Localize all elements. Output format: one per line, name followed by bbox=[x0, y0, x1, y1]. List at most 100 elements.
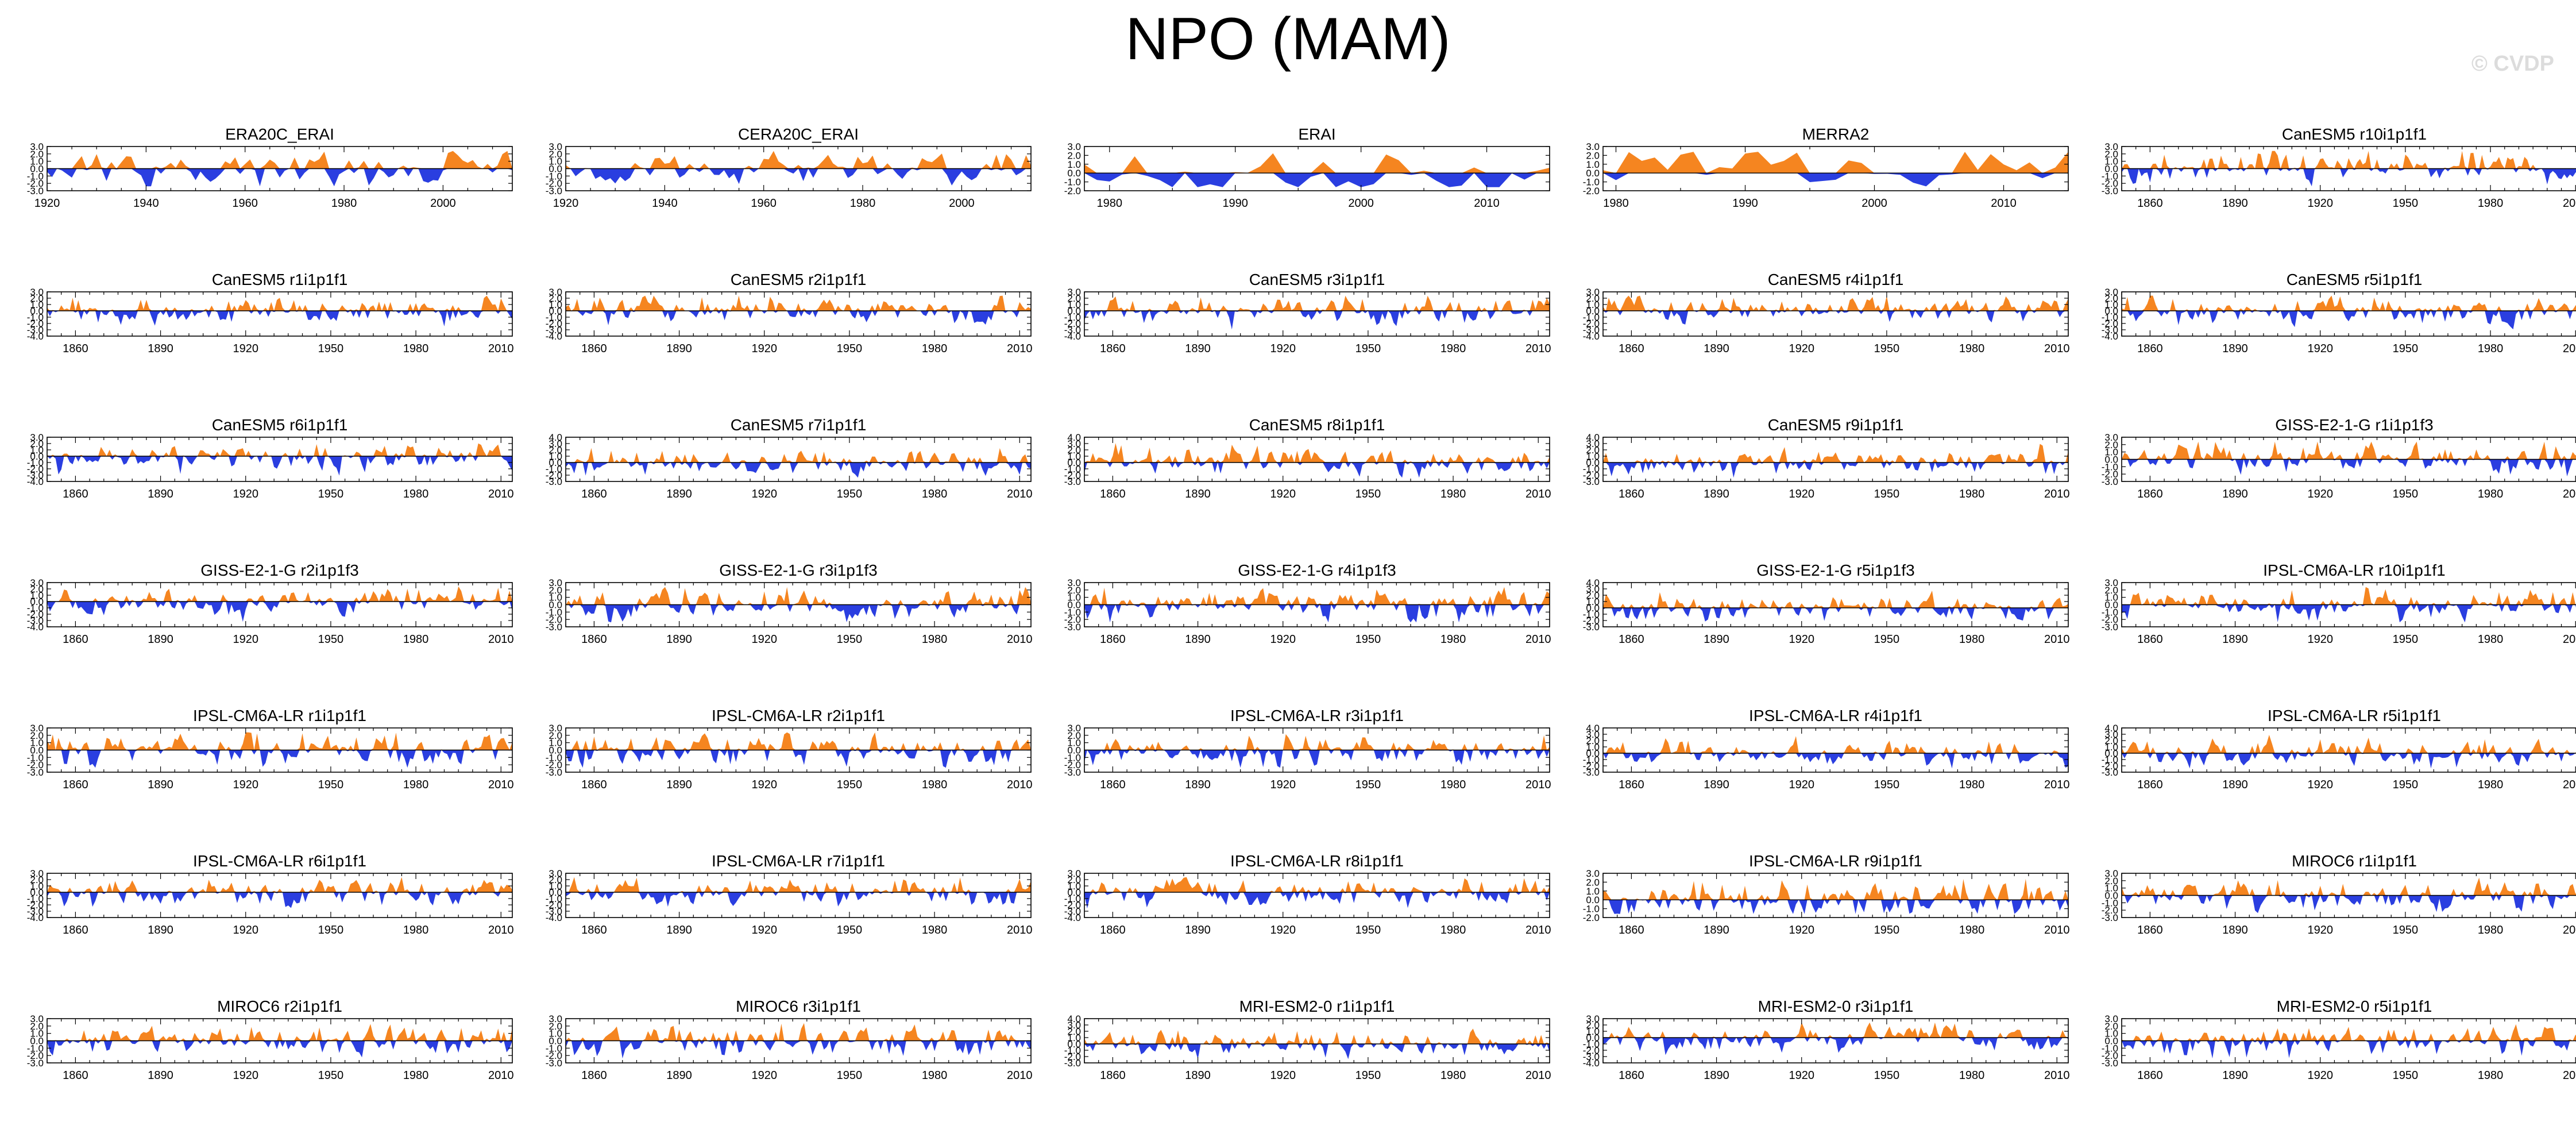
y-tick-label: 2.0 bbox=[30, 293, 44, 304]
y-tick-label: 2.0 bbox=[2104, 735, 2118, 746]
plot-frame bbox=[1084, 1018, 1550, 1063]
x-tick-label: 1860 bbox=[63, 924, 88, 936]
positive-area bbox=[1084, 443, 1550, 462]
x-tick-label: 1980 bbox=[922, 778, 948, 791]
plot-frame bbox=[565, 873, 1032, 918]
y-tick-label: 0.0 bbox=[2104, 454, 2118, 465]
panel-title: IPSL-CM6A-LR r4i1p1f1 bbox=[1749, 707, 1922, 724]
positive-area bbox=[2122, 295, 2576, 311]
y-tick-label: 1.0 bbox=[1067, 451, 1081, 462]
x-tick-label: 1990 bbox=[1732, 197, 1758, 210]
y-tick-label: 0.0 bbox=[30, 887, 44, 898]
panel-10: CanESM5 r6i1p1f1 3.02.01.00.0-1.0-2.0-3.0… bbox=[27, 416, 514, 500]
x-tick-label: 1920 bbox=[1789, 342, 1814, 355]
x-tick-label: 1920 bbox=[751, 924, 777, 936]
negative-area bbox=[566, 168, 1031, 186]
y-tick-label: -1.0 bbox=[2102, 1043, 2118, 1054]
y-tick-label: -3.0 bbox=[1064, 476, 1081, 487]
y-tick-label: 3.0 bbox=[549, 1013, 562, 1024]
x-tick-label: 1920 bbox=[2307, 633, 2333, 646]
x-tick-label: 1860 bbox=[581, 633, 607, 646]
y-tick-label: 0.0 bbox=[1586, 306, 1600, 317]
x-tick-label: 2010 bbox=[1525, 778, 1551, 791]
positive-area bbox=[1084, 295, 1550, 311]
y-tick-label: 0.0 bbox=[2104, 891, 2118, 901]
x-tick-label: 1860 bbox=[2137, 778, 2163, 791]
panel-title: MIROC6 r1i1p1f1 bbox=[2292, 852, 2417, 870]
positive-area bbox=[1603, 152, 2068, 174]
y-tick-label: -2.0 bbox=[2102, 761, 2118, 772]
positive-area bbox=[566, 151, 1031, 169]
x-tick-label: 2010 bbox=[1525, 924, 1551, 936]
x-tick-label: 1950 bbox=[1874, 633, 1900, 646]
y-tick-label: 0.0 bbox=[2104, 600, 2118, 611]
y-tick-label: 2.0 bbox=[2104, 149, 2118, 160]
y-tick-label: 3.0 bbox=[549, 438, 562, 449]
panel-20: IPSL-CM6A-LR r1i1p1f1 3.02.01.00.0-1.0-2.… bbox=[27, 707, 514, 791]
y-tick-label: -3.0 bbox=[2102, 476, 2118, 487]
y-tick-label: 3.0 bbox=[549, 141, 562, 152]
positive-area bbox=[47, 151, 512, 169]
y-tick-label: 3.0 bbox=[30, 577, 44, 588]
panel-title: IPSL-CM6A-LR r3i1p1f1 bbox=[1230, 707, 1404, 724]
positive-area bbox=[1603, 1022, 2068, 1038]
x-tick-label: 1980 bbox=[403, 778, 429, 791]
y-tick-label: 0.0 bbox=[1586, 748, 1600, 759]
panel-11: CanESM5 r7i1p1f1 4.03.02.01.00.0-1.0-2.0-… bbox=[546, 416, 1033, 500]
panel-title: MRI-ESM2-0 r5i1p1f1 bbox=[2277, 997, 2432, 1015]
x-tick-label: 1920 bbox=[1789, 924, 1814, 936]
plot-frame bbox=[1602, 437, 2069, 482]
y-tick-label: -1.0 bbox=[1064, 312, 1081, 323]
negative-area bbox=[1603, 753, 2068, 769]
cvdp-watermark: © CVDP bbox=[2471, 52, 2554, 76]
panel-15: GISS-E2-1-G r2i1p1f3 3.02.01.00.0-1.0-2.0… bbox=[27, 561, 514, 646]
negative-area bbox=[1603, 462, 2068, 478]
x-tick-label: 1980 bbox=[850, 197, 876, 210]
x-tick-label: 1890 bbox=[1704, 342, 1729, 355]
x-tick-label: 1890 bbox=[666, 924, 692, 936]
x-tick-label: 1950 bbox=[837, 778, 863, 791]
x-tick-label: 1860 bbox=[63, 342, 88, 355]
panel-21: IPSL-CM6A-LR r2i1p1f1 3.02.01.00.0-1.0-2.… bbox=[546, 707, 1033, 791]
x-tick-label: 1980 bbox=[2478, 633, 2504, 646]
plot-frame bbox=[47, 873, 513, 918]
y-tick-label: -1.0 bbox=[2102, 171, 2118, 182]
y-tick-label: 2.0 bbox=[1067, 293, 1081, 304]
x-tick-label: 2010 bbox=[1525, 342, 1551, 355]
y-tick-label: 3.0 bbox=[1067, 141, 1081, 152]
negative-area bbox=[566, 462, 1031, 478]
panel-title: GISS-E2-1-G r3i1p1f3 bbox=[719, 561, 877, 579]
x-tick-label: 1890 bbox=[2222, 924, 2248, 936]
x-tick-label: 1980 bbox=[922, 342, 948, 355]
negative-area bbox=[566, 1040, 1031, 1059]
positive-area bbox=[566, 1023, 1031, 1041]
x-tick-label: 1920 bbox=[233, 924, 258, 936]
x-tick-label: 1860 bbox=[1100, 633, 1126, 646]
y-tick-label: -1.0 bbox=[1583, 464, 1600, 475]
positive-area bbox=[566, 877, 1031, 892]
negative-area bbox=[47, 168, 512, 187]
y-tick-label: 3.0 bbox=[1067, 1020, 1081, 1031]
y-tick-label: -1.0 bbox=[1583, 312, 1600, 323]
y-tick-label: -2.0 bbox=[546, 318, 562, 329]
y-tick-label: 2.0 bbox=[30, 584, 44, 595]
y-tick-label: -2.0 bbox=[546, 900, 562, 911]
x-tick-label: 1950 bbox=[1874, 924, 1900, 936]
y-tick-label: -2.0 bbox=[546, 178, 562, 189]
x-tick-label: 2010 bbox=[488, 778, 514, 791]
positive-area bbox=[47, 877, 512, 892]
panel-title: IPSL-CM6A-LR r5i1p1f1 bbox=[2268, 707, 2441, 724]
positive-area bbox=[566, 295, 1031, 311]
x-tick-label: 2010 bbox=[2563, 1069, 2576, 1082]
x-tick-label: 1920 bbox=[751, 633, 777, 646]
y-tick-label: 2.0 bbox=[1067, 874, 1081, 885]
y-tick-label: 2.0 bbox=[549, 730, 562, 741]
y-tick-label: 3.0 bbox=[1586, 868, 1600, 879]
panel-title: GISS-E2-1-G r4i1p1f3 bbox=[1238, 561, 1396, 579]
panel-title: MERRA2 bbox=[1802, 125, 1870, 143]
plot-frame bbox=[1602, 1018, 2069, 1063]
x-tick-label: 1950 bbox=[1355, 778, 1381, 791]
x-tick-label: 1890 bbox=[2222, 488, 2248, 500]
panel-8: CanESM5 r4i1p1f1 3.02.01.00.0-1.0-2.0-3.0… bbox=[1583, 271, 2070, 355]
y-tick-label: 3.0 bbox=[30, 432, 44, 443]
